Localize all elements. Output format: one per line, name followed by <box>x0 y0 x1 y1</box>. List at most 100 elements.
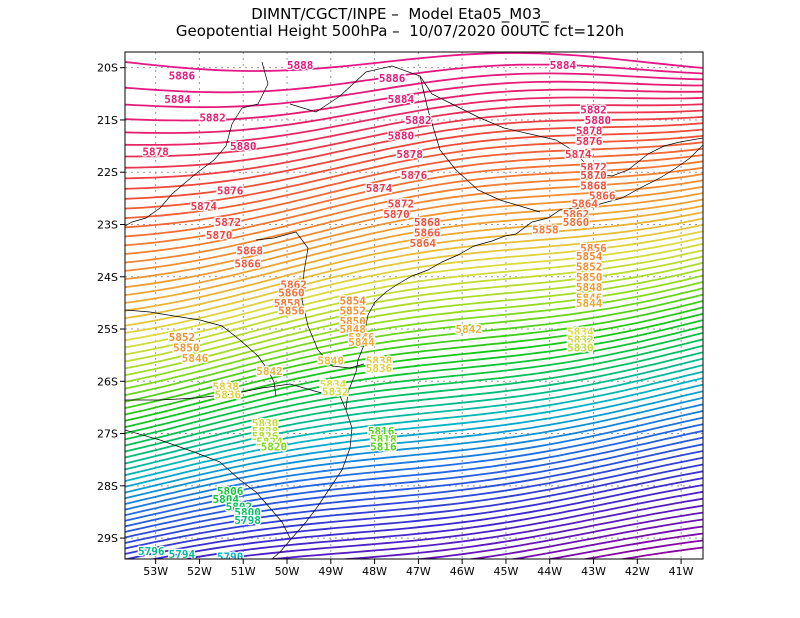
contour-label: 5884 <box>388 93 415 106</box>
lon-tick-label: 43W <box>581 565 606 578</box>
contour-line <box>125 430 703 528</box>
contour-line <box>179 484 703 559</box>
contour-label: 5888 <box>287 59 314 72</box>
contour-label: 5866 <box>589 190 616 203</box>
contour-line <box>125 377 703 482</box>
contour-line <box>125 192 703 289</box>
contour-label: 5878 <box>576 124 603 137</box>
contour-line <box>125 390 703 494</box>
lon-tick-label: 44W <box>537 565 562 578</box>
contour-lines <box>125 52 703 559</box>
contour-line <box>545 532 703 559</box>
contour-label: 5832 <box>322 386 349 399</box>
state-border <box>125 383 347 411</box>
contour-label: 5868 <box>237 245 264 258</box>
contour-label: 5832 <box>567 333 594 346</box>
contour-line <box>125 223 703 327</box>
contour-label: 5876 <box>576 135 603 148</box>
contour-line <box>125 198 703 296</box>
lat-tick-label: 26S <box>97 375 118 388</box>
contour-label: 5846 <box>576 292 603 305</box>
contour-line <box>125 63 703 94</box>
contour-line <box>125 357 703 465</box>
contour-line <box>125 242 703 349</box>
contour-label: 5836 <box>215 388 242 401</box>
lon-tick-label: 52W <box>187 565 212 578</box>
contour-label: 5854 <box>576 250 603 263</box>
contour-label: 5878 <box>142 145 169 158</box>
state-border <box>255 231 365 369</box>
contour-label: 5864 <box>572 198 599 211</box>
state-border <box>419 75 541 213</box>
contour-line <box>149 477 703 559</box>
lat-tick-label: 25S <box>97 323 118 336</box>
contour-line <box>125 128 703 200</box>
chart-title: DIMNT/CGCT/INPE – Model Eta05_M03_ Geopo… <box>0 6 800 40</box>
lon-tick-label: 46W <box>450 565 475 578</box>
contour-label: 5880 <box>230 140 257 153</box>
contour-label: 5854 <box>339 294 366 307</box>
contour-label: 5796 <box>138 545 165 558</box>
contour-label: 5876 <box>217 185 244 198</box>
contour-line <box>125 261 703 370</box>
contour-label: 5830 <box>252 417 279 430</box>
contour-label: 5840 <box>318 354 345 367</box>
contour-label: 5834 <box>567 326 594 339</box>
contour-line <box>264 497 703 559</box>
title-line-2: Geopotential Height 500hPa – 10/07/2020 … <box>175 22 625 40</box>
contour-label: 5886 <box>379 72 406 85</box>
contour-line <box>125 370 703 477</box>
contour-line <box>125 141 703 219</box>
contour-line <box>125 249 703 356</box>
contour-line <box>125 268 703 377</box>
contour-label: 5860 <box>563 216 590 229</box>
contour-label: 5802 <box>226 501 253 514</box>
contour-label: 5870 <box>580 169 607 182</box>
contour-label: 5876 <box>401 169 428 182</box>
axis-ticks: 53W 52W 51W 50W 49W 48W 47W 46W 45W 44W 43W 42W 41W 2… <box>97 62 694 578</box>
contour-line <box>125 217 703 320</box>
contour-line <box>125 306 703 416</box>
plot-frame <box>124 51 704 560</box>
contour-label: 5858 <box>532 224 559 237</box>
lon-tick-label: 41W <box>669 565 694 578</box>
contour-label: 5852 <box>576 260 603 273</box>
contour-label: 5880 <box>388 130 415 143</box>
contour-label: 5834 <box>320 378 347 391</box>
lat-tick-label: 21S <box>97 114 118 127</box>
contour-line <box>125 319 703 428</box>
contour-label: 5820 <box>261 441 288 454</box>
contour-line <box>216 490 703 559</box>
contour-label: 5842 <box>256 365 283 378</box>
lon-tick-label: 42W <box>625 565 650 578</box>
contour-label: 5862 <box>563 208 590 221</box>
contour-line <box>125 293 703 403</box>
contour-label: 5850 <box>173 341 200 354</box>
contour-label: 5874 <box>191 200 218 213</box>
contour-line <box>125 403 703 505</box>
lon-tick-label: 50W <box>275 565 300 578</box>
contour-label: 5852 <box>169 331 196 344</box>
contour-line <box>125 179 703 272</box>
contour-line <box>125 410 703 511</box>
contour-line <box>125 88 703 134</box>
contour-label: 5866 <box>234 258 261 271</box>
title-line-1: DIMNT/CGCT/INPE – Model Eta05_M03_ <box>251 5 549 23</box>
contour-line <box>125 344 703 453</box>
coastline-and-borders <box>125 61 703 559</box>
contour-label: 5872 <box>580 161 607 174</box>
contour-label: 5872 <box>215 216 242 229</box>
lat-tick-label: 29S <box>97 532 118 545</box>
contour-line <box>125 364 703 471</box>
contour-label: 5866 <box>414 226 441 239</box>
contour-line <box>125 351 703 459</box>
contour-line <box>125 423 703 522</box>
contour-line <box>508 525 703 559</box>
paraguay-border <box>125 309 277 397</box>
contour-line <box>125 160 703 247</box>
contour-label: 5798 <box>234 514 261 527</box>
contour-label: 5818 <box>370 433 397 446</box>
contour-label: 5828 <box>252 425 279 438</box>
contour-label: 5824 <box>256 435 283 448</box>
